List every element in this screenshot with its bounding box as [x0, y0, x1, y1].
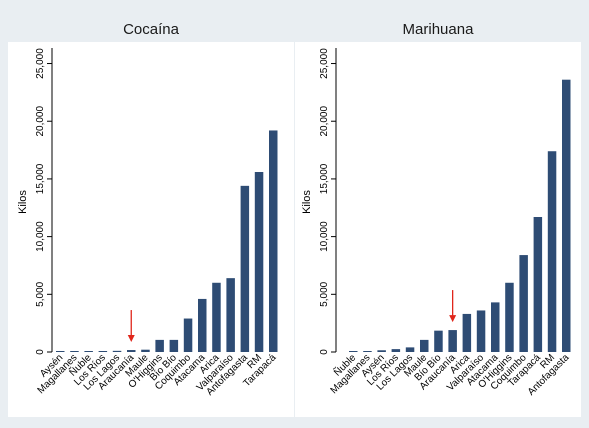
- chart-panel-2: Marihuana 0 5,000 10,000 15,000 20,000 25,000 K…: [295, 14, 581, 417]
- bar: [562, 79, 571, 352]
- bar: [476, 310, 486, 352]
- annotation-arrow: [449, 290, 457, 323]
- bar: [70, 351, 79, 352]
- bar: [405, 347, 415, 352]
- y-axis-label: Kilos: [301, 190, 313, 214]
- panel-title-strip: [295, 14, 581, 42]
- y-tick-label: 0: [35, 349, 46, 355]
- annotation-arrow: [127, 310, 135, 343]
- panel-title-strip: [8, 14, 294, 42]
- bar: [254, 172, 264, 352]
- chart-panel-1: Cocaína 0 5,000 10,000 15,000 20,000 25,000 Kil…: [8, 14, 294, 417]
- bar: [183, 318, 193, 352]
- bar: [519, 255, 528, 352]
- bar: [169, 339, 179, 352]
- y-tick-label: 5,000: [35, 281, 46, 306]
- bar: [212, 282, 221, 352]
- bar: [547, 151, 557, 352]
- bar: [505, 282, 514, 352]
- y-tick-label: 20,000: [35, 106, 46, 137]
- bar: [420, 339, 429, 352]
- y-tick-label: 15,000: [319, 163, 330, 194]
- bar: [155, 339, 164, 352]
- y-tick-label: 20,000: [319, 106, 330, 137]
- chart-title: Cocaína: [123, 21, 180, 38]
- bar: [112, 350, 122, 352]
- bar: [391, 349, 401, 352]
- bar: [84, 351, 93, 352]
- y-tick-label: 10,000: [35, 221, 46, 252]
- y-tick-label: 25,000: [319, 48, 330, 79]
- bar: [491, 302, 500, 352]
- plot-region: [295, 42, 581, 417]
- bar: [240, 185, 250, 352]
- bar: [56, 351, 65, 352]
- bar: [141, 349, 150, 352]
- bar: [127, 350, 136, 352]
- chart-title: Marihuana: [403, 21, 475, 38]
- bar: [462, 313, 472, 352]
- bar: [363, 351, 372, 352]
- bar: [533, 217, 543, 352]
- bar: [98, 351, 108, 352]
- bar: [434, 330, 443, 352]
- y-tick-label: 10,000: [319, 221, 330, 252]
- y-tick-label: 15,000: [35, 163, 46, 194]
- y-tick-label: 5,000: [319, 281, 330, 306]
- bar: [349, 351, 358, 352]
- y-tick-label: 0: [319, 349, 330, 355]
- y-axis-label: Kilos: [17, 190, 29, 214]
- bar: [226, 278, 235, 352]
- y-tick-label: 25,000: [35, 48, 46, 79]
- bar: [198, 298, 207, 352]
- bar: [377, 350, 386, 352]
- bar: [448, 330, 457, 352]
- bar: [269, 130, 278, 352]
